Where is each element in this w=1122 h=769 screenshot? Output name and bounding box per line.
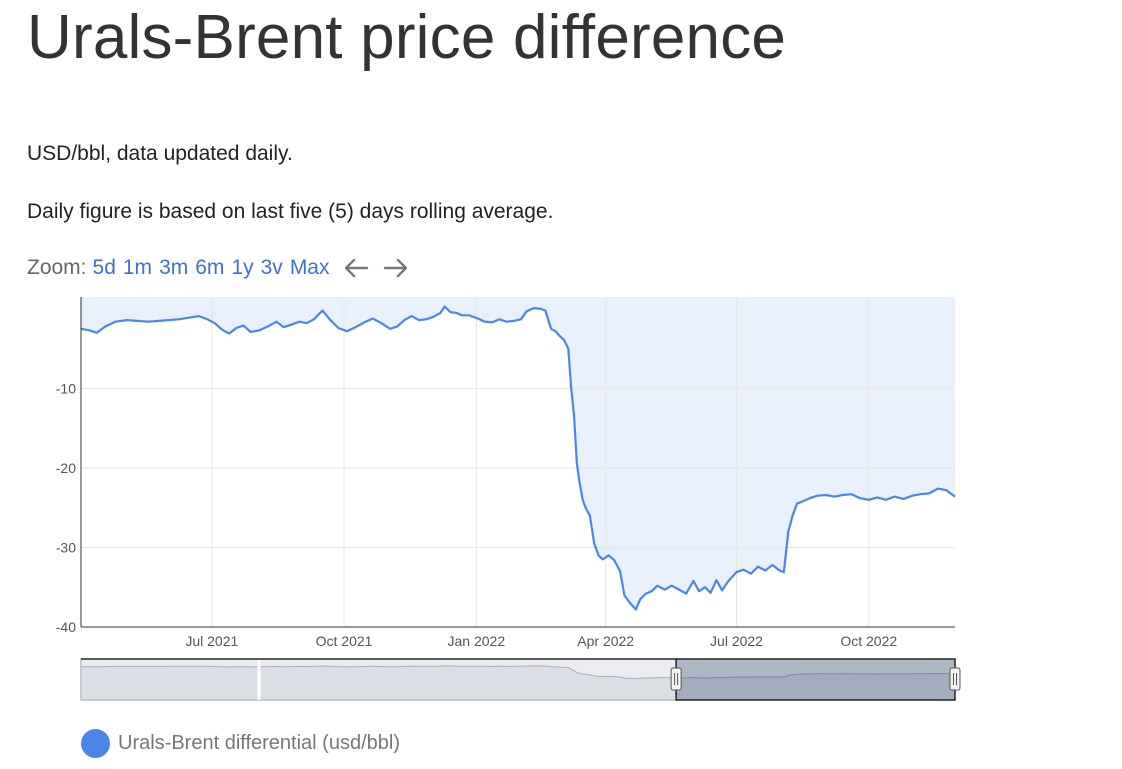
navigator-right-handle[interactable] xyxy=(949,667,961,691)
x-tick-label: Jul 2021 xyxy=(185,633,238,649)
y-tick-label: -20 xyxy=(56,460,76,476)
legend-marker xyxy=(81,729,110,758)
zoom-6m-button[interactable]: 6m xyxy=(195,256,225,279)
zoom-5d-button[interactable]: 5d xyxy=(92,256,116,279)
arrow-right-icon[interactable] xyxy=(383,257,409,279)
y-tick-label: -40 xyxy=(56,619,76,635)
zoom-label: Zoom: xyxy=(27,256,87,279)
x-tick-label: Apr 2022 xyxy=(577,633,634,649)
navigator-series xyxy=(80,665,956,701)
x-tick-label: Jul 2022 xyxy=(710,633,763,649)
zoom-controls: Zoom: 5d 1m 3m 6m 1y 3v Max xyxy=(27,256,417,280)
page-title: Urals-Brent price difference xyxy=(27,3,787,72)
range-navigator[interactable] xyxy=(80,658,961,701)
zoom-3m-button[interactable]: 3m xyxy=(159,256,189,279)
zoom-3v-button[interactable]: 3v xyxy=(260,256,283,279)
x-tick-label: Jan 2022 xyxy=(448,633,506,649)
navigator-unselected xyxy=(81,659,677,700)
navigator-left-handle-body xyxy=(670,667,682,691)
navigator-right-handle-body xyxy=(949,667,961,691)
y-tick-label: -30 xyxy=(56,539,76,555)
navigator-left-handle[interactable] xyxy=(670,667,682,691)
legend-label: Urals-Brent differential (usd/bbl) xyxy=(118,732,400,754)
plot-area: -10 -20 -30 -40 Jul 2021 Oct 2021 Jan 2022 Apr … xyxy=(56,297,956,649)
x-tick-label: Oct 2021 xyxy=(316,633,373,649)
units-note: USD/bbl, data updated daily. xyxy=(27,142,293,165)
navigator-selection xyxy=(675,658,956,701)
zoom-1y-button[interactable]: 1y xyxy=(231,256,254,279)
zoom-1m-button[interactable]: 1m xyxy=(122,256,153,279)
x-tick-label: Oct 2022 xyxy=(840,633,897,649)
series-line xyxy=(80,305,956,611)
legend[interactable]: Urals-Brent differential (usd/bbl) xyxy=(81,729,400,758)
y-tick-label: -10 xyxy=(56,380,76,396)
method-note: Daily figure is based on last five (5) d… xyxy=(27,200,554,223)
arrow-left-icon[interactable] xyxy=(343,257,369,279)
zoom-max-button[interactable]: Max xyxy=(289,256,330,279)
